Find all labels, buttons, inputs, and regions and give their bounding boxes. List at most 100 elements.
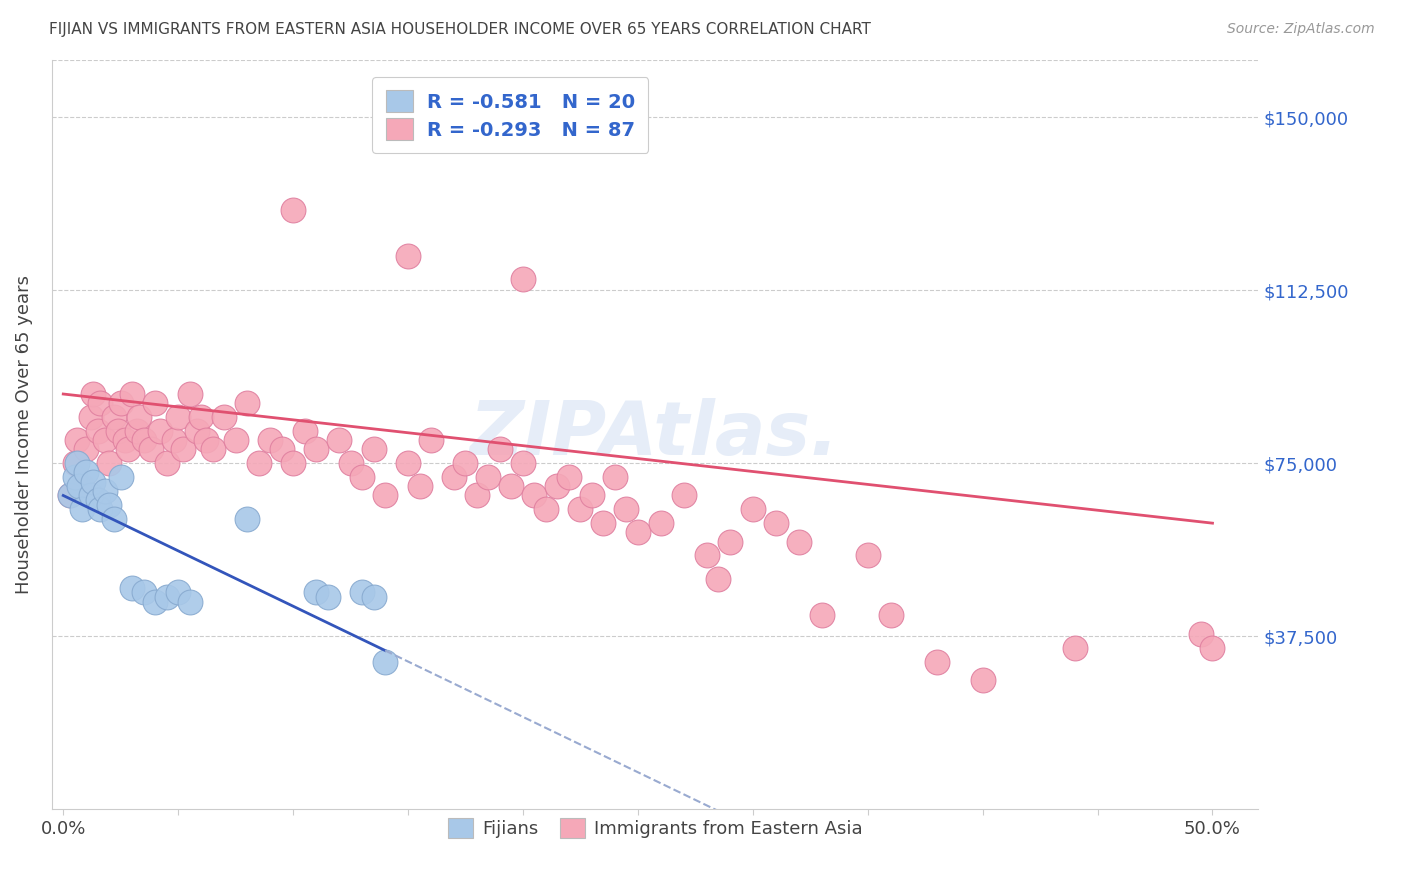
Point — [396, 456, 419, 470]
Point — [1189, 627, 1212, 641]
Point — [201, 442, 224, 457]
Point — [247, 456, 270, 470]
Point — [103, 511, 125, 525]
Point — [374, 655, 396, 669]
Point — [1063, 640, 1085, 655]
Point — [110, 470, 132, 484]
Point — [179, 594, 201, 608]
Point — [879, 608, 901, 623]
Point — [616, 502, 638, 516]
Point — [128, 410, 150, 425]
Point — [765, 516, 787, 531]
Point — [66, 456, 89, 470]
Point — [156, 456, 179, 470]
Point — [236, 396, 259, 410]
Point — [156, 590, 179, 604]
Point — [454, 456, 477, 470]
Point — [186, 424, 208, 438]
Point — [236, 511, 259, 525]
Point — [93, 483, 115, 498]
Point — [856, 549, 879, 563]
Point — [352, 470, 374, 484]
Point — [718, 534, 741, 549]
Point — [501, 479, 523, 493]
Point — [82, 475, 104, 489]
Point — [114, 433, 136, 447]
Point — [143, 396, 166, 410]
Point — [650, 516, 672, 531]
Point — [82, 387, 104, 401]
Point — [672, 488, 695, 502]
Point — [194, 433, 217, 447]
Point — [305, 442, 328, 457]
Point — [59, 488, 82, 502]
Point — [225, 433, 247, 447]
Point — [523, 488, 546, 502]
Point — [63, 470, 86, 484]
Y-axis label: Householder Income Over 65 years: Householder Income Over 65 years — [15, 275, 32, 594]
Point — [110, 396, 132, 410]
Point — [374, 488, 396, 502]
Point — [121, 387, 143, 401]
Point — [98, 456, 121, 470]
Point — [443, 470, 465, 484]
Point — [98, 498, 121, 512]
Point — [70, 479, 93, 493]
Point — [139, 442, 162, 457]
Point — [117, 442, 139, 457]
Point — [294, 424, 316, 438]
Point — [259, 433, 281, 447]
Point — [162, 433, 184, 447]
Point — [132, 433, 155, 447]
Point — [328, 433, 350, 447]
Point — [281, 202, 304, 217]
Point — [167, 585, 190, 599]
Point — [569, 502, 592, 516]
Point — [125, 424, 148, 438]
Point — [465, 488, 488, 502]
Point — [305, 585, 328, 599]
Point — [132, 585, 155, 599]
Text: FIJIAN VS IMMIGRANTS FROM EASTERN ASIA HOUSEHOLDER INCOME OVER 65 YEARS CORRELAT: FIJIAN VS IMMIGRANTS FROM EASTERN ASIA H… — [49, 22, 872, 37]
Point — [810, 608, 832, 623]
Text: ZIPAtlas.: ZIPAtlas. — [470, 398, 839, 471]
Point — [80, 410, 103, 425]
Point — [558, 470, 581, 484]
Point — [66, 433, 89, 447]
Point — [363, 590, 385, 604]
Point — [512, 271, 534, 285]
Point — [172, 442, 194, 457]
Point — [59, 488, 82, 502]
Text: Source: ZipAtlas.com: Source: ZipAtlas.com — [1227, 22, 1375, 37]
Point — [316, 590, 339, 604]
Point — [534, 502, 557, 516]
Point — [67, 479, 90, 493]
Point — [420, 433, 443, 447]
Point — [87, 493, 110, 508]
Point — [925, 655, 948, 669]
Point — [339, 456, 361, 470]
Point — [179, 387, 201, 401]
Point — [270, 442, 292, 457]
Point — [103, 410, 125, 425]
Legend: Fijians, Immigrants from Eastern Asia: Fijians, Immigrants from Eastern Asia — [440, 811, 870, 845]
Point — [972, 673, 994, 687]
Point — [93, 433, 115, 447]
Point — [592, 516, 614, 531]
Point — [167, 410, 190, 425]
Point — [190, 410, 212, 425]
Point — [80, 488, 103, 502]
Point — [63, 456, 86, 470]
Point — [281, 456, 304, 470]
Point — [75, 442, 97, 457]
Point — [741, 502, 763, 516]
Point — [696, 549, 718, 563]
Point — [477, 470, 499, 484]
Point — [627, 525, 650, 540]
Point — [75, 466, 97, 480]
Point — [707, 572, 730, 586]
Point — [89, 396, 111, 410]
Point — [89, 502, 111, 516]
Point — [121, 581, 143, 595]
Point — [787, 534, 810, 549]
